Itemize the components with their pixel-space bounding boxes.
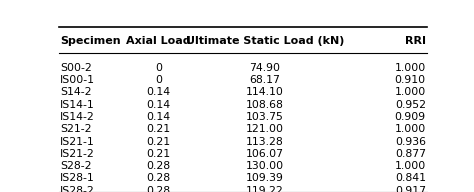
Text: 108.68: 108.68: [246, 100, 284, 110]
Text: 0.877: 0.877: [395, 149, 426, 159]
Text: S21-2: S21-2: [60, 124, 91, 134]
Text: 0.21: 0.21: [146, 124, 171, 134]
Text: S28-2: S28-2: [60, 161, 91, 171]
Text: Axial Load: Axial Load: [126, 36, 191, 46]
Text: Ultimate Static Load (kN): Ultimate Static Load (kN): [186, 36, 344, 46]
Text: 0.21: 0.21: [146, 149, 171, 159]
Text: 1.000: 1.000: [395, 63, 426, 73]
Text: 0.909: 0.909: [395, 112, 426, 122]
Text: 0: 0: [155, 75, 162, 85]
Text: 114.10: 114.10: [246, 88, 284, 98]
Text: IS21-2: IS21-2: [60, 149, 95, 159]
Text: IS28-2: IS28-2: [60, 186, 95, 192]
Text: Specimen: Specimen: [60, 36, 120, 46]
Text: IS28-1: IS28-1: [60, 173, 95, 183]
Text: 0.28: 0.28: [146, 161, 171, 171]
Text: 113.28: 113.28: [246, 137, 284, 146]
Text: 0.14: 0.14: [146, 100, 171, 110]
Text: 68.17: 68.17: [249, 75, 281, 85]
Text: 130.00: 130.00: [246, 161, 284, 171]
Text: 1.000: 1.000: [395, 88, 426, 98]
Text: 0: 0: [155, 63, 162, 73]
Text: 1.000: 1.000: [395, 161, 426, 171]
Text: IS14-1: IS14-1: [60, 100, 95, 110]
Text: 74.90: 74.90: [249, 63, 281, 73]
Text: RRI: RRI: [405, 36, 426, 46]
Text: 0.841: 0.841: [395, 173, 426, 183]
Text: 0.936: 0.936: [395, 137, 426, 146]
Text: IS14-2: IS14-2: [60, 112, 95, 122]
Text: 1.000: 1.000: [395, 124, 426, 134]
Text: S14-2: S14-2: [60, 88, 91, 98]
Text: IS00-1: IS00-1: [60, 75, 95, 85]
Text: 0.952: 0.952: [395, 100, 426, 110]
Text: 0.21: 0.21: [146, 137, 171, 146]
Text: S00-2: S00-2: [60, 63, 92, 73]
Text: 106.07: 106.07: [246, 149, 284, 159]
Text: 0.14: 0.14: [146, 88, 171, 98]
Text: 119.22: 119.22: [246, 186, 284, 192]
Text: 109.39: 109.39: [246, 173, 284, 183]
Text: 0.14: 0.14: [146, 112, 171, 122]
Text: 0.28: 0.28: [146, 186, 171, 192]
Text: 121.00: 121.00: [246, 124, 284, 134]
Text: 103.75: 103.75: [246, 112, 284, 122]
Text: IS21-1: IS21-1: [60, 137, 95, 146]
Text: 0.917: 0.917: [395, 186, 426, 192]
Text: 0.28: 0.28: [146, 173, 171, 183]
Text: 0.910: 0.910: [395, 75, 426, 85]
